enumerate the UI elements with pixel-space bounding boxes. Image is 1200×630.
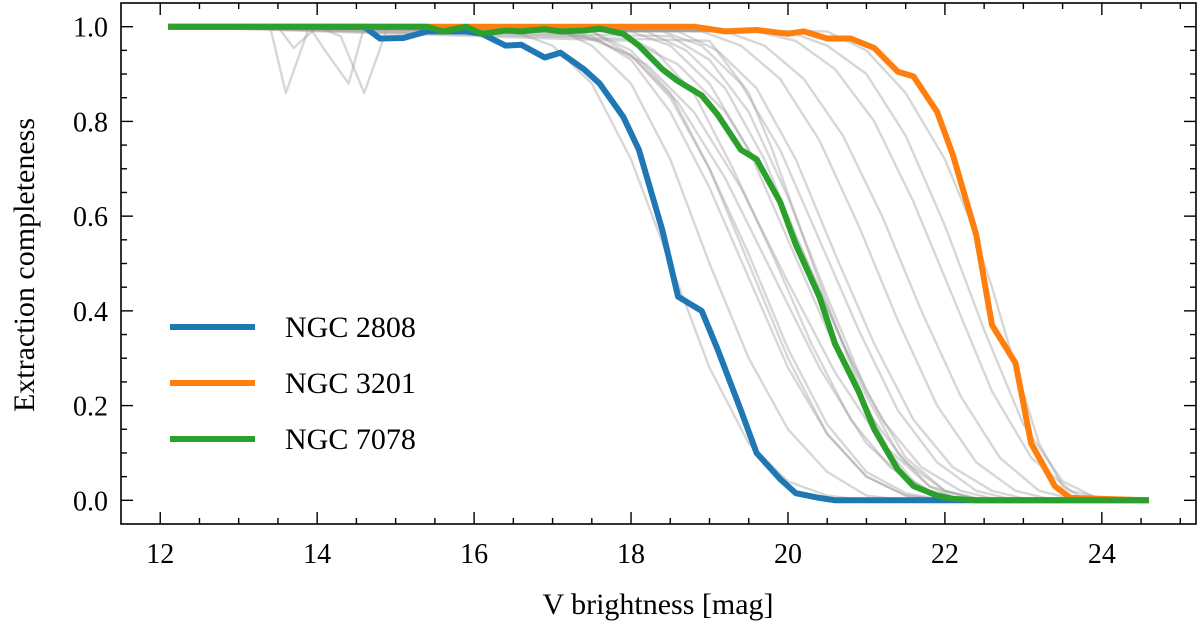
legend-label-ngc-2808: NGC 2808 bbox=[285, 311, 416, 344]
series-line-ngc-7078 bbox=[168, 23, 1149, 504]
background-curve bbox=[168, 25, 1149, 502]
series-line-ngc-2808 bbox=[168, 23, 1149, 504]
background-curve bbox=[168, 25, 1149, 502]
x-tick-label: 16 bbox=[460, 539, 488, 570]
x-axis-label: V brightness [mag] bbox=[542, 588, 773, 621]
highlighted-curves bbox=[168, 23, 1149, 504]
x-tick-label: 20 bbox=[774, 539, 802, 570]
x-tick-label: 18 bbox=[617, 539, 645, 570]
background-curve bbox=[168, 25, 1149, 502]
y-tick-label: 0.2 bbox=[73, 392, 108, 423]
x-tick-label: 22 bbox=[931, 539, 959, 570]
y-axis-label: Extraction completeness bbox=[8, 118, 41, 412]
y-tick-label: 0.0 bbox=[73, 486, 108, 517]
background-curve bbox=[168, 25, 1149, 502]
background-curve bbox=[168, 25, 1149, 502]
background-curve bbox=[168, 25, 1149, 502]
background-curve bbox=[168, 25, 1149, 502]
y-tick-labels: 0.0 0.2 0.4 0.6 0.8 1.0 bbox=[73, 13, 108, 518]
background-curve bbox=[168, 25, 1149, 502]
legend-label-ngc-7078: NGC 7078 bbox=[285, 423, 416, 456]
x-tick-label: 12 bbox=[146, 539, 174, 570]
background-curve bbox=[168, 25, 1149, 502]
y-tick-label: 0.4 bbox=[73, 297, 108, 328]
x-tick-labels: 12 14 16 18 20 22 24 bbox=[146, 539, 1116, 570]
x-tick-label: 24 bbox=[1088, 539, 1116, 570]
series-line-ngc-3201 bbox=[168, 23, 1149, 504]
y-tick-label: 0.6 bbox=[73, 202, 108, 233]
x-tick-label: 14 bbox=[303, 539, 331, 570]
background-curve bbox=[168, 25, 1149, 502]
legend: NGC 2808 NGC 3201 NGC 7078 bbox=[170, 311, 416, 456]
axis-ticks bbox=[121, 3, 1196, 524]
background-curve bbox=[168, 25, 1149, 502]
legend-label-ngc-3201: NGC 3201 bbox=[285, 367, 416, 400]
background-curve bbox=[168, 25, 1149, 502]
background-curve bbox=[168, 25, 1149, 502]
y-tick-label: 1.0 bbox=[73, 13, 108, 44]
y-tick-label: 0.8 bbox=[73, 107, 108, 138]
